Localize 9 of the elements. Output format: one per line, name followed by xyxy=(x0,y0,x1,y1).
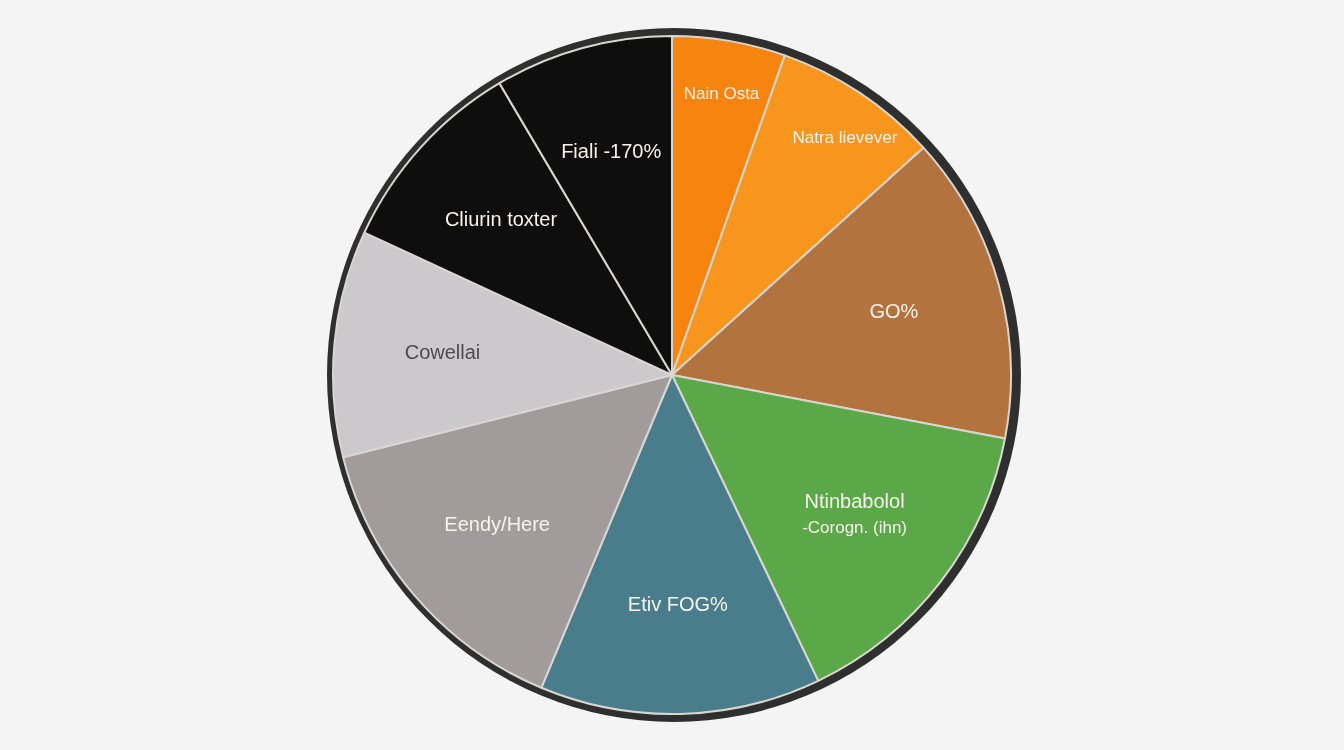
slice-label: Etiv FOG% xyxy=(627,592,729,615)
slice-label: Fiali -170% xyxy=(561,140,662,163)
slice-label: GO% xyxy=(869,300,919,323)
slice-label: Natra lievever xyxy=(792,127,898,147)
slice-label: Nain Osta xyxy=(683,84,760,104)
slice-label: Ntinbabolol -Corogn. (ihn) xyxy=(802,490,908,538)
slice-label: Eendy/Here xyxy=(444,512,550,535)
slice-label: Cowellai xyxy=(404,340,481,363)
slice-label: Cliurin toxter xyxy=(444,207,558,230)
